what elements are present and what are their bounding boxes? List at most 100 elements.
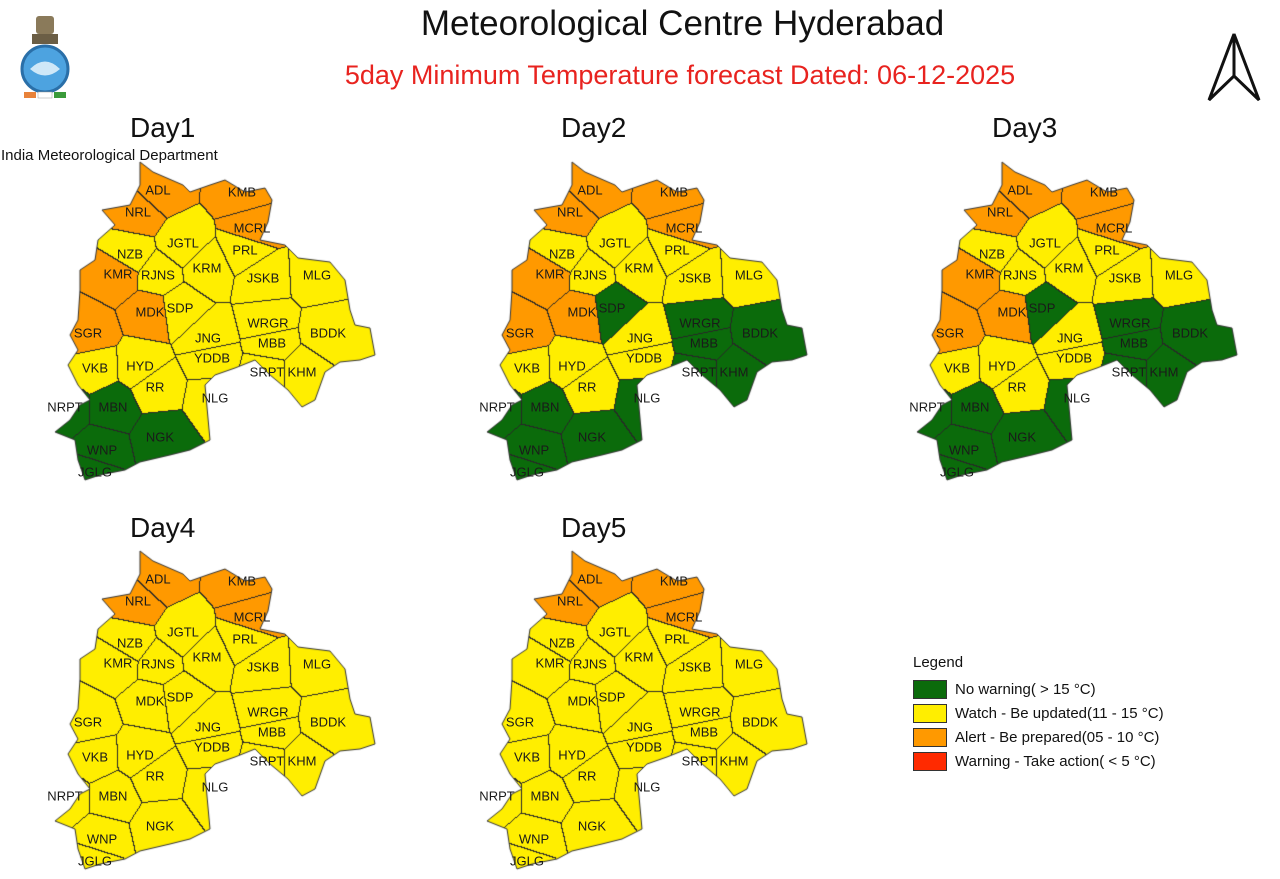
district-label-adl: ADL <box>145 571 171 587</box>
district-label-jgtl: JGTL <box>599 235 631 251</box>
district-label-mcrl: MCRL <box>233 609 271 625</box>
district-label-jgtl: JGTL <box>167 624 199 640</box>
district-label-nlg: NLG <box>201 390 229 406</box>
day-label: Day2 <box>561 112 627 143</box>
district-label-yddb: YDDB <box>193 350 231 366</box>
district-label-krm: KRM <box>624 649 654 665</box>
district-label-jskb: JSKB <box>246 659 280 675</box>
district-choropleth <box>902 150 1252 490</box>
district-label-srpt: SRPT <box>681 753 717 769</box>
district-label-kmb: KMB <box>659 184 689 200</box>
district-label-jng: JNG <box>1057 330 1083 346</box>
district-label-mbb: MBB <box>257 724 287 740</box>
district-label-wrgr: WRGR <box>679 315 721 331</box>
district-label-wnp: WNP <box>86 442 118 458</box>
district-label-nrl: NRL <box>986 204 1014 220</box>
district-label-mbb: MBB <box>257 335 287 351</box>
district-label-bddk: BDDK <box>741 325 779 341</box>
district-label-jgtl: JGTL <box>1029 235 1061 251</box>
district-label-sgr: SGR <box>935 325 965 341</box>
district-label-nzb: NZB <box>979 246 1005 262</box>
district-label-hyd: HYD <box>988 358 1016 374</box>
district-label-wrgr: WRGR <box>679 704 721 720</box>
district-label-rr: RR <box>577 379 597 395</box>
district-label-mbn: MBN <box>98 788 128 804</box>
district-label-nrpt: NRPT <box>47 399 83 415</box>
day-label: Day5 <box>561 512 627 543</box>
district-label-ngk: NGK <box>145 429 175 445</box>
district-label-yddb: YDDB <box>625 739 663 755</box>
district-label-jglg: JGLG <box>940 464 974 480</box>
district-label-adl: ADL <box>577 571 603 587</box>
legend-item: No warning( > 15 °C) <box>913 677 1164 701</box>
district-label-nrl: NRL <box>124 593 152 609</box>
district-label-prl: PRL <box>232 631 258 647</box>
district-label-jng: JNG <box>627 719 653 735</box>
district-label-hyd: HYD <box>126 358 154 374</box>
district-label-wnp: WNP <box>518 442 550 458</box>
district-label-ngk: NGK <box>577 818 607 834</box>
district-label-rr: RR <box>1007 379 1027 395</box>
district-label-sdp: SDP <box>166 300 194 316</box>
district-label-kmr: KMR <box>535 266 565 282</box>
page-title: Meteorological Centre Hyderabad <box>420 4 945 43</box>
district-label-jskb: JSKB <box>678 659 712 675</box>
district-label-kmb: KMB <box>227 184 257 200</box>
district-label-nlg: NLG <box>633 779 661 795</box>
imd-logo <box>18 14 72 102</box>
district-label-wnp: WNP <box>86 831 118 847</box>
district-label-hyd: HYD <box>558 747 586 763</box>
district-label-yddb: YDDB <box>1055 350 1093 366</box>
district-label-nzb: NZB <box>117 635 143 651</box>
district-map-day3: ADL NRL KMB MCRL PRL JGTL NZB KMR RJNS KRM JSKB MLG… <box>902 150 1252 490</box>
district-label-mbb: MBB <box>689 724 719 740</box>
district-label-mdk: MDK <box>135 693 165 709</box>
district-label-vkb: VKB <box>513 360 541 376</box>
district-label-rjns: RJNS <box>573 267 607 283</box>
district-label-kmr: KMR <box>103 655 133 671</box>
district-label-mdk: MDK <box>997 304 1027 320</box>
district-label-kmr: KMR <box>103 266 133 282</box>
district-choropleth <box>40 150 390 490</box>
district-label-ngk: NGK <box>145 818 175 834</box>
district-label-nrpt: NRPT <box>909 399 945 415</box>
district-label-ngk: NGK <box>577 429 607 445</box>
district-label-mcrl: MCRL <box>233 220 271 236</box>
district-label-jskb: JSKB <box>1108 270 1142 286</box>
district-label-bddk: BDDK <box>309 325 347 341</box>
district-label-jglg: JGLG <box>510 464 544 480</box>
district-label-sdp: SDP <box>598 300 626 316</box>
district-label-mbb: MBB <box>689 335 719 351</box>
district-label-mlg: MLG <box>1164 267 1194 283</box>
district-label-nrl: NRL <box>556 593 584 609</box>
legend-title: Legend <box>913 654 964 671</box>
district-label-sdp: SDP <box>1028 300 1056 316</box>
district-label-rr: RR <box>577 768 597 784</box>
district-label-mlg: MLG <box>302 267 332 283</box>
north-arrow-icon <box>1205 30 1263 109</box>
district-label-nlg: NLG <box>1063 390 1091 406</box>
district-label-mbn: MBN <box>530 788 560 804</box>
district-label-kmr: KMR <box>965 266 995 282</box>
district-label-sdp: SDP <box>166 689 194 705</box>
district-label-khm: KHM <box>287 753 317 769</box>
district-label-prl: PRL <box>1094 242 1120 258</box>
district-label-nzb: NZB <box>549 635 575 651</box>
district-label-nrl: NRL <box>556 204 584 220</box>
district-label-kmb: KMB <box>1089 184 1119 200</box>
district-label-mcrl: MCRL <box>1095 220 1133 236</box>
district-label-wnp: WNP <box>518 831 550 847</box>
district-label-kmr: KMR <box>535 655 565 671</box>
legend: Legend No warning( > 15 °C) Watch - Be up… <box>913 654 1164 773</box>
district-label-srpt: SRPT <box>681 364 717 380</box>
district-label-hyd: HYD <box>558 358 586 374</box>
district-map-day4: ADL NRL KMB MCRL PRL JGTL NZB KMR RJNS KRM JSKB MLG… <box>40 539 390 879</box>
district-label-rr: RR <box>145 379 165 395</box>
district-label-bddk: BDDK <box>1171 325 1209 341</box>
district-label-mdk: MDK <box>567 304 597 320</box>
district-label-prl: PRL <box>664 242 690 258</box>
district-label-mcrl: MCRL <box>665 220 703 236</box>
district-label-nrpt: NRPT <box>47 788 83 804</box>
district-label-mbn: MBN <box>98 399 128 415</box>
district-label-srpt: SRPT <box>249 364 285 380</box>
